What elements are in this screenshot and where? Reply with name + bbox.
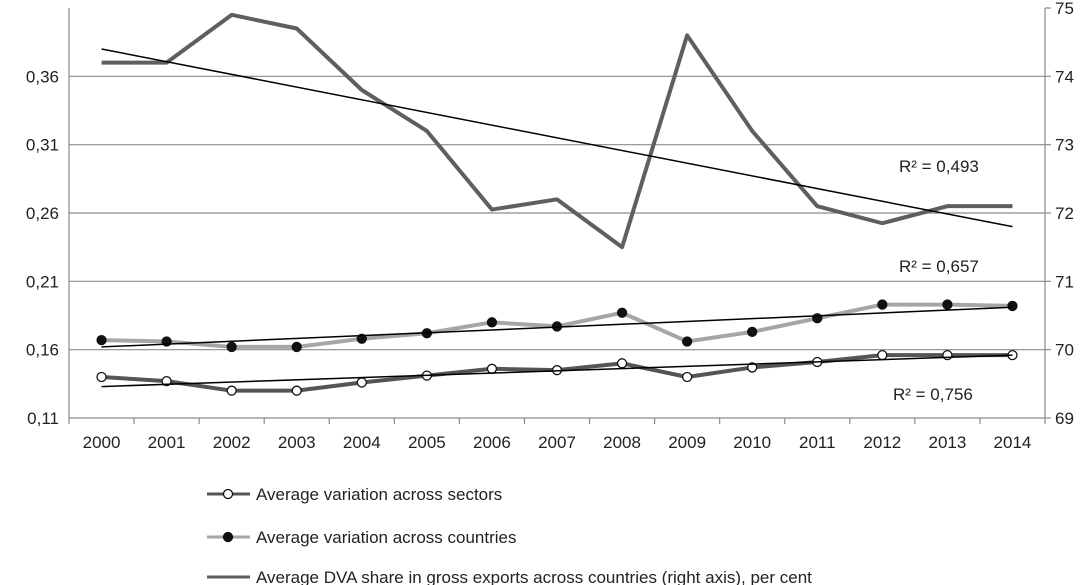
x-tick-label: 2014	[994, 433, 1032, 452]
data-point	[942, 349, 953, 361]
left-tick-label: 0,26	[26, 204, 59, 223]
left-tick-label: 0,16	[26, 341, 59, 360]
x-tick-label: 2004	[343, 433, 381, 452]
x-tick-label: 2001	[148, 433, 186, 452]
data-point	[226, 341, 237, 353]
trendlines	[101, 48, 1013, 388]
data-point	[356, 333, 367, 344]
data-point	[486, 363, 498, 374]
data-point	[747, 362, 758, 373]
left-tick-label: 0,36	[26, 67, 59, 86]
legend-marker	[222, 488, 234, 500]
x-tick-label: 2010	[733, 433, 771, 452]
data-point	[877, 299, 888, 310]
right-tick-label: 74	[1055, 67, 1074, 86]
x-tick-label: 2003	[278, 433, 316, 452]
x-tick-label: 2013	[928, 433, 966, 452]
legend-marker	[222, 531, 234, 543]
data-point	[226, 385, 237, 396]
left-tick-label: 0,21	[26, 272, 59, 291]
data-point	[681, 371, 693, 383]
right-axis-ticks: 69 70 71 72 73 74 75	[1045, 0, 1074, 428]
trendline	[101, 306, 1013, 348]
data-point	[681, 336, 693, 347]
right-tick-label: 75	[1055, 0, 1074, 18]
series-line	[101, 12, 1013, 250]
right-tick-label: 71	[1055, 272, 1074, 291]
r2-label: R² = 0,493	[899, 157, 979, 176]
left-tick-label: 0,31	[26, 136, 59, 155]
data-point	[616, 358, 628, 369]
right-tick-label: 69	[1055, 409, 1074, 428]
left-axis-ticks: 0,11 0,16 0,21 0,26 0,31 0,36	[26, 67, 59, 428]
x-tick-label: 2002	[213, 433, 251, 452]
legend: Average variation across sectors Average …	[207, 485, 812, 585]
data-point	[877, 349, 888, 361]
data-point	[96, 334, 107, 346]
trendline	[101, 48, 1013, 228]
data-point	[291, 385, 302, 396]
data-point	[747, 326, 758, 338]
right-tick-label: 73	[1055, 136, 1074, 155]
x-tick-label: 2008	[603, 433, 641, 452]
series	[96, 12, 1018, 396]
x-axis-ticks: 2000 2001 2002 2003 2004 2005 2006 2007 2008 2009…	[68, 418, 1046, 452]
x-tick-label: 2006	[473, 433, 511, 452]
data-point	[486, 317, 498, 328]
x-tick-label: 2005	[408, 433, 446, 452]
x-tick-label: 2011	[799, 433, 836, 452]
r2-label: R² = 0,756	[893, 385, 973, 404]
right-tick-label: 70	[1055, 341, 1074, 360]
right-tick-label: 72	[1055, 204, 1074, 223]
data-point	[1007, 300, 1018, 312]
data-point	[291, 341, 302, 353]
trendline	[101, 354, 1013, 388]
x-tick-label: 2000	[83, 433, 121, 452]
data-point	[356, 377, 367, 388]
data-point	[616, 307, 628, 318]
r2-label: R² = 0,657	[899, 257, 979, 276]
legend-label: Average variation across sectors	[256, 485, 502, 504]
data-point	[942, 299, 953, 310]
x-tick-label: 2007	[538, 433, 576, 452]
data-point	[96, 371, 107, 383]
r2-labels: R² = 0,756 R² = 0,657 R² = 0,493	[893, 157, 979, 404]
x-tick-label: 2012	[863, 433, 901, 452]
x-tick-label: 2009	[668, 433, 706, 452]
data-point	[161, 375, 172, 387]
left-tick-label: 0,11	[27, 409, 59, 428]
legend-label: Average variation across countries	[256, 528, 517, 547]
legend-label: Average DVA share in gross exports acros…	[256, 568, 812, 585]
gridlines	[69, 75, 1045, 351]
